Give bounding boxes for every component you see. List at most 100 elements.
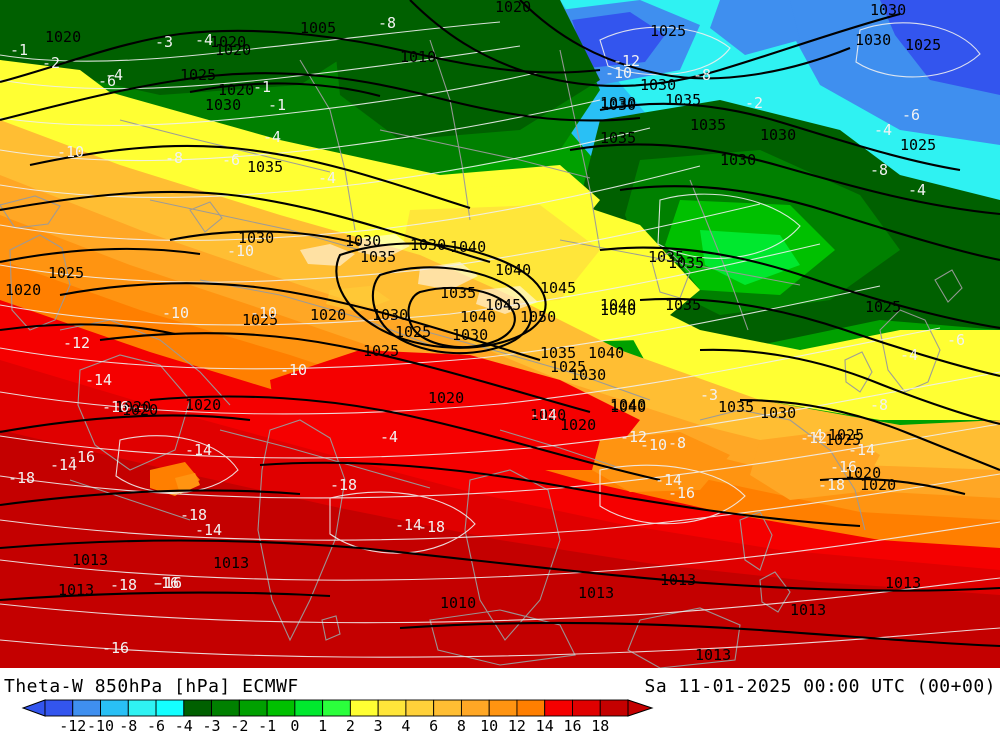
isobar-label: 1013 — [72, 551, 108, 569]
colorbar-segment[interactable] — [433, 699, 462, 717]
isobar-label: 1020 — [115, 398, 151, 416]
theta-w-contour-label: -16 — [152, 574, 179, 592]
isobar-label: 1025 — [395, 323, 431, 341]
isobar-label: 1013 — [885, 574, 921, 592]
theta-w-contour-label: -16 — [68, 448, 95, 466]
colorbar-tick-label: 8 — [457, 717, 466, 733]
isobar-label: 1013 — [695, 646, 731, 664]
theta-w-contours — [0, 21, 1000, 658]
colorbar-segment[interactable] — [127, 699, 157, 717]
isobar-label: 1040 — [450, 238, 486, 256]
colorbar-tick-label: 16 — [563, 717, 581, 733]
colorbar-segment[interactable] — [100, 699, 129, 717]
colorbar-segment[interactable] — [238, 699, 268, 717]
theta-w-contour-label: -12 — [800, 429, 827, 447]
isobar-label: 1020 — [215, 41, 251, 59]
colorbar-segment[interactable] — [44, 699, 74, 717]
theta-w-contour-label: -4 — [380, 428, 398, 446]
theta-w-contour-label: -8 — [870, 396, 888, 414]
colorbar-segment[interactable] — [544, 699, 573, 717]
isobar-label: 1010 — [440, 594, 476, 612]
colorbar-tick-labels: -12 -10 -8 -6 -4 -3 -2 -1 0 1 2 3 4 6 8 10 12 14 16 18 — [59, 717, 609, 733]
isobar-label: 1035 — [360, 248, 396, 266]
colorbar-segment[interactable] — [377, 699, 407, 717]
isobar-label: 1020 — [860, 476, 896, 494]
theta-w-contour-label: -12 — [63, 334, 90, 352]
theta-w-contour-label: -10 — [162, 304, 189, 322]
colorbar-segment[interactable] — [72, 699, 101, 717]
theta-w-contour-label: -10 — [280, 361, 307, 379]
colorbar-segment[interactable] — [572, 699, 601, 717]
colorbar[interactable]: -12 -10 -8 -6 -4 -3 -2 -1 0 1 2 3 4 6 8 10 12 14 16 18 — [20, 698, 680, 733]
theta-w-contour-label: -14 — [185, 441, 212, 459]
colorbar-segment[interactable] — [460, 699, 490, 717]
colorbar-tick-label: -8 — [119, 717, 137, 733]
isobar-label: 1030 — [410, 236, 446, 254]
colorbar-segment[interactable] — [294, 699, 324, 717]
colorbar-svg[interactable]: -12 -10 -8 -6 -4 -3 -2 -1 0 1 2 3 4 6 8 10 12 14 16 18 — [20, 698, 680, 733]
theta-w-contour-label: -8 — [165, 149, 183, 167]
theta-w-contour-label: -8 — [693, 66, 711, 84]
theta-w-contour-label: -14 — [848, 441, 875, 459]
theta-w-contour-label: -14 — [85, 371, 112, 389]
colorbar-tick-label: 18 — [591, 717, 609, 733]
isobar-label: 1035 — [440, 284, 476, 302]
isobar-label: 1040 — [588, 344, 624, 362]
map-footer: Theta-W 850hPa [hPa] ECMWF Sa 11-01-2025… — [0, 668, 1000, 733]
isobar-label: 1045 — [540, 279, 576, 297]
isobar-label: 1030 — [600, 94, 636, 112]
theta-w-contour-label: -6 — [222, 151, 240, 169]
theta-w-contour-label: -4 — [195, 31, 213, 49]
isobar-label: 1020 — [5, 281, 41, 299]
theta-w-contour-label: -3 — [700, 386, 718, 404]
colorbar-segment[interactable] — [349, 699, 379, 717]
theta-w-contour-label: -1 — [253, 78, 271, 96]
isobar-label: 1025 — [905, 36, 941, 54]
theta-w-contour-label: -14 — [50, 456, 77, 474]
isobar-label: 1030 — [345, 232, 381, 250]
theta-w-contour-label: -1 — [268, 96, 286, 114]
theta-w-contour-label: -4 — [900, 346, 918, 364]
colorbar-segment[interactable] — [599, 699, 629, 717]
isobar-label: 1005 — [300, 19, 336, 37]
colorbar-segment[interactable] — [211, 699, 240, 717]
isobar-label: 1025 — [242, 311, 278, 329]
colorbar-segment[interactable] — [488, 699, 518, 717]
colorbar-segment[interactable] — [183, 699, 213, 717]
isobar-label: 1020 — [560, 416, 596, 434]
band-red-tongue — [270, 350, 640, 470]
theta-w-contour-label: -16 — [830, 458, 857, 476]
isobar-label: 1025 — [865, 298, 901, 316]
pocket-orange-2 — [175, 473, 200, 494]
colorbar-segment[interactable] — [405, 699, 435, 717]
theta-w-contour-label: -8 — [668, 434, 686, 452]
isobar-label: 1030 — [452, 326, 488, 344]
theta-w-contour-label: -8 — [870, 161, 888, 179]
isobar-label: 1030 — [640, 76, 676, 94]
theta-w-contour-label: -3 — [155, 33, 173, 51]
weather-map-canvas[interactable]: 1020 1020 1010 1020 1025 1030 1030 1025 1005 1020… — [0, 0, 1000, 668]
isobar-label: 1040 — [495, 261, 531, 279]
colorbar-extend-left — [21, 699, 46, 717]
isobar-label: 1030 — [600, 96, 636, 114]
theta-w-contour-label: -10 — [640, 436, 667, 454]
colorbar-segment[interactable] — [322, 699, 351, 717]
isobar-label: 1030 — [372, 306, 408, 324]
isobar-label: 1040 — [600, 301, 636, 319]
colorbar-segment[interactable] — [155, 699, 185, 717]
colorbar-segment[interactable] — [266, 699, 296, 717]
colorbar-segment[interactable] — [516, 699, 546, 717]
mslp-isobars — [0, 0, 1000, 648]
theta-w-contour-label: -18 — [818, 476, 845, 494]
colorbar-tick-label: 14 — [536, 717, 554, 733]
isobar-label: 1035 — [668, 254, 704, 272]
isobar-label: 1030 — [205, 96, 241, 114]
theta-w-contour-label: -10 — [605, 64, 632, 82]
colorbar-segments[interactable] — [21, 699, 654, 717]
colorbar-tick-label: -4 — [175, 717, 193, 733]
isobar-label: 1030 — [760, 404, 796, 422]
isobar-label: 1013 — [213, 554, 249, 572]
isobar-label: 1040 — [610, 396, 646, 414]
